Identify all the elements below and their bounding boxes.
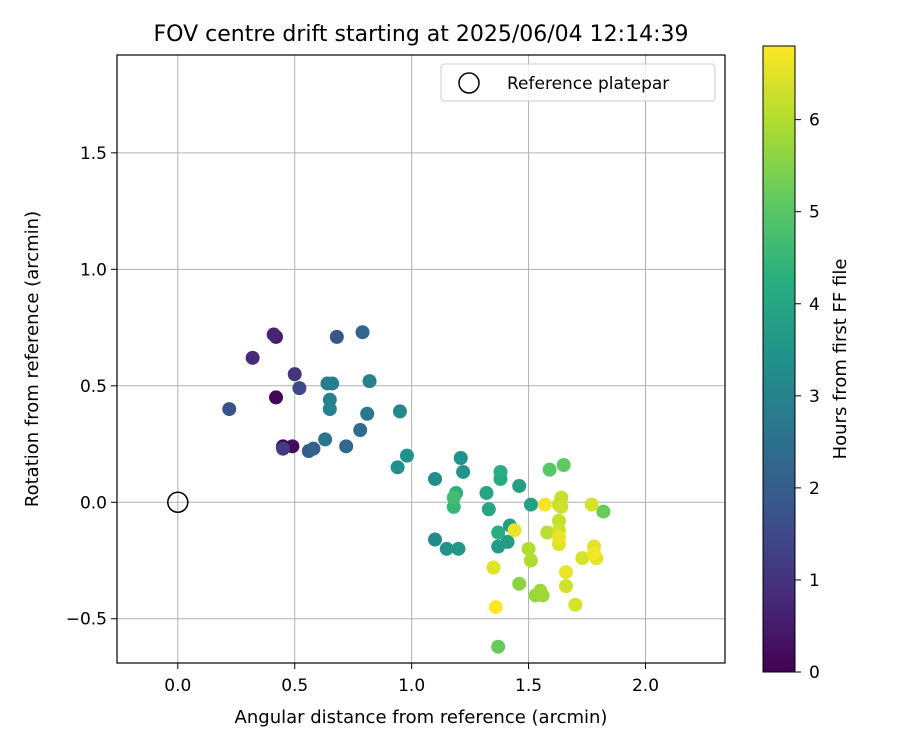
data-point <box>551 530 566 545</box>
data-point <box>493 464 508 479</box>
y-tick-label: 0.0 <box>80 493 107 513</box>
data-point <box>451 541 466 556</box>
data-point <box>512 576 527 591</box>
data-point <box>488 600 503 615</box>
data-point <box>428 532 443 547</box>
data-point <box>399 448 414 463</box>
colorbar-tick-label: 0 <box>809 663 820 683</box>
data-point <box>500 534 515 549</box>
data-point <box>392 404 407 419</box>
data-point <box>554 499 569 514</box>
data-point <box>276 441 291 456</box>
data-point <box>542 462 557 477</box>
data-point <box>362 374 377 389</box>
chart-title: FOV centre drift starting at 2025/06/04 … <box>154 22 689 47</box>
x-axis-ticks: 0.0 0.5 1.0 1.5 2.0 <box>164 663 659 696</box>
data-point <box>266 327 281 342</box>
data-point <box>269 390 284 405</box>
grid-lines <box>117 55 725 663</box>
y-tick-label: 1.0 <box>80 260 107 280</box>
data-point <box>533 583 548 598</box>
data-point <box>245 350 260 365</box>
x-tick-label: 1.5 <box>515 676 542 696</box>
data-point <box>428 471 443 486</box>
data-point <box>287 367 302 382</box>
data-point <box>439 541 454 556</box>
data-point <box>558 579 573 594</box>
colorbar-tick-label: 5 <box>809 203 820 223</box>
colorbar-label: Hours from first FF file <box>830 259 851 460</box>
data-point <box>507 523 522 538</box>
data-point <box>390 460 405 475</box>
legend: Reference platepar <box>440 63 716 102</box>
data-point <box>558 565 573 580</box>
legend-box <box>440 63 716 102</box>
data-point <box>322 402 337 417</box>
data-point <box>584 497 599 512</box>
data-point <box>512 478 527 493</box>
data-point <box>339 439 354 454</box>
data-point <box>325 376 340 391</box>
data-point <box>575 551 590 566</box>
data-point <box>318 432 333 447</box>
colorbar-ticks: 0 1 2 3 4 5 6 <box>795 111 820 683</box>
colorbar-tick-label: 4 <box>809 295 820 315</box>
data-point <box>523 553 538 568</box>
x-tick-label: 0.5 <box>281 676 308 696</box>
data-point <box>453 451 468 466</box>
data-point <box>456 464 471 479</box>
reference-platepar-marker <box>167 491 189 514</box>
data-point <box>292 381 307 396</box>
x-tick-label: 1.0 <box>398 676 425 696</box>
colorbar-tick-label: 1 <box>809 571 820 591</box>
data-point <box>587 546 602 561</box>
data-point <box>222 402 237 417</box>
data-point <box>521 541 536 556</box>
colorbar-tick-label: 6 <box>809 111 820 131</box>
data-point <box>568 597 583 612</box>
x-tick-label: 2.0 <box>632 676 659 696</box>
data-point <box>523 497 538 512</box>
colorbar: 0 1 2 3 4 5 6 Hours from first FF file <box>762 45 851 683</box>
colorbar-gradient <box>762 45 796 673</box>
data-point <box>353 423 368 438</box>
data-points <box>222 325 611 654</box>
colorbar-tick-label: 3 <box>809 387 820 407</box>
y-tick-label: −0.5 <box>66 610 107 630</box>
data-point <box>537 497 552 512</box>
y-axis-ticks: −0.5 0.0 0.5 1.0 1.5 <box>66 144 117 630</box>
data-point <box>596 504 611 519</box>
data-point <box>446 490 461 505</box>
data-point <box>306 441 321 456</box>
y-tick-label: 1.5 <box>80 144 107 164</box>
legend-entry-reference-platepar: Reference platepar <box>507 74 669 94</box>
data-point <box>491 525 506 540</box>
data-point <box>491 639 506 654</box>
data-point <box>479 485 494 500</box>
data-point <box>329 329 344 344</box>
data-point <box>360 406 375 421</box>
x-axis-label: Angular distance from reference (arcmin) <box>235 707 608 728</box>
x-tick-label: 0.0 <box>164 676 191 696</box>
legend-marker-icon <box>458 72 480 94</box>
y-tick-label: 0.5 <box>80 377 107 397</box>
data-point <box>540 525 555 540</box>
plot-area-frame <box>116 54 726 664</box>
data-point <box>481 502 496 517</box>
data-point <box>556 457 571 472</box>
y-axis-label: Rotation from reference (arcmin) <box>22 211 43 507</box>
data-point <box>486 560 501 575</box>
colorbar-tick-label: 2 <box>809 479 820 499</box>
data-point <box>355 325 370 340</box>
